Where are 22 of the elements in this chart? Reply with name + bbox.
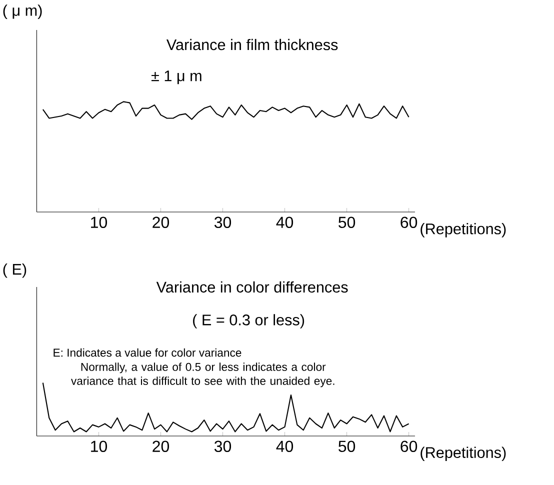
x-tick-label: 30 — [214, 440, 232, 452]
text: E: Indicates a value for color variance — [54, 348, 242, 357]
x-tick-label: 30 — [214, 216, 232, 228]
x-tick-label: 10 — [91, 440, 108, 452]
x-tick-label: 10 — [91, 216, 108, 228]
x-tick-label: 60 — [400, 216, 418, 228]
x-axis-title: (Repetitions) — [420, 446, 506, 462]
x-axis-title: (Repetitions) — [420, 223, 506, 238]
x-tick-label: 20 — [152, 440, 170, 452]
x-tick-label: 40 — [276, 440, 294, 452]
y-axis-title: ( μ m) — [3, 4, 42, 19]
annotation: Normally, a value of 0.5 or less indicates a color variance that is difficult to see with the unaided eye. — [71, 362, 334, 388]
chart-subtitle: ± 1 μ m — [151, 70, 202, 84]
x-tick-label: 50 — [338, 440, 356, 452]
chart-subtitle: ( E = 0.3 or less) — [193, 314, 304, 328]
y-axis-title: ( E) — [3, 263, 26, 278]
x-tick-label: 20 — [152, 216, 170, 228]
x-tick-label: 50 — [338, 216, 356, 228]
chart-title: Variance in color differences — [156, 281, 348, 293]
x-tick-label: 40 — [276, 216, 294, 228]
chart-title: Variance in film thickness — [166, 38, 338, 50]
x-tick-label: 60 — [400, 440, 418, 452]
